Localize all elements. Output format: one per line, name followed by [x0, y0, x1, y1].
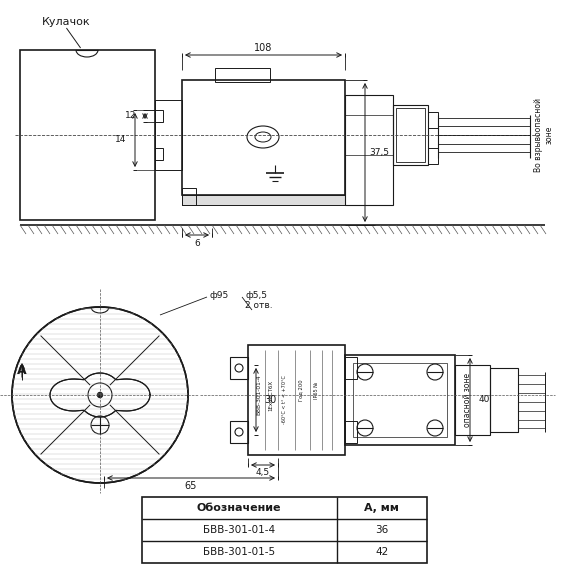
- Bar: [182, 195, 345, 205]
- Text: 36: 36: [375, 525, 389, 535]
- Bar: [230, 357, 248, 379]
- Bar: [393, 105, 428, 165]
- Text: 4,5: 4,5: [256, 469, 270, 477]
- Text: 40: 40: [478, 396, 490, 404]
- Text: 14: 14: [115, 136, 127, 144]
- Text: -60°С < t° < +70°С: -60°С < t° < +70°С: [283, 375, 288, 424]
- Text: БВВ-301-01-4: БВВ-301-01-4: [256, 375, 262, 415]
- Text: 1ExdIICT6X: 1ExdIICT6X: [268, 380, 274, 411]
- Text: 42: 42: [375, 547, 389, 557]
- Bar: [155, 100, 182, 170]
- Bar: [155, 110, 163, 122]
- Text: БВВ-301-01-4: БВВ-301-01-4: [203, 525, 275, 535]
- Text: А: А: [17, 363, 27, 377]
- Bar: [345, 95, 393, 205]
- Text: 2 отв.: 2 отв.: [245, 301, 272, 309]
- Bar: [396, 108, 425, 162]
- Circle shape: [98, 393, 103, 397]
- Text: БВВ-301-01-5: БВВ-301-01-5: [203, 547, 275, 557]
- Bar: [345, 355, 455, 445]
- Text: А, мм: А, мм: [364, 503, 400, 513]
- Bar: [182, 80, 345, 195]
- Bar: [230, 421, 248, 443]
- Text: ф95: ф95: [210, 290, 229, 300]
- Bar: [182, 188, 196, 205]
- Text: IP65 №: IP65 №: [313, 381, 319, 398]
- Text: 108: 108: [254, 43, 273, 53]
- Text: 6: 6: [194, 239, 200, 247]
- Bar: [345, 421, 357, 443]
- Bar: [428, 148, 438, 164]
- Bar: [353, 363, 447, 437]
- Bar: [490, 368, 518, 432]
- Text: Во взрывоопасной
зоне: Во взрывоопасной зоне: [534, 98, 554, 172]
- Text: Обозначение: Обозначение: [197, 503, 282, 513]
- Bar: [215, 68, 270, 82]
- Bar: [428, 112, 438, 128]
- Text: опасной зоне: опасной зоне: [463, 373, 472, 427]
- Text: Год 200: Год 200: [299, 379, 304, 401]
- Text: 12: 12: [125, 112, 136, 121]
- Text: 30: 30: [264, 395, 276, 405]
- Bar: [455, 365, 490, 435]
- Text: ф5,5: ф5,5: [245, 290, 267, 300]
- Bar: [345, 357, 357, 379]
- Bar: [142, 497, 427, 563]
- Text: 65: 65: [185, 481, 197, 491]
- Bar: [20, 50, 155, 220]
- Text: Кулачок: Кулачок: [42, 17, 91, 27]
- Bar: [248, 345, 345, 455]
- Text: 37,5: 37,5: [369, 148, 389, 157]
- Bar: [155, 148, 163, 160]
